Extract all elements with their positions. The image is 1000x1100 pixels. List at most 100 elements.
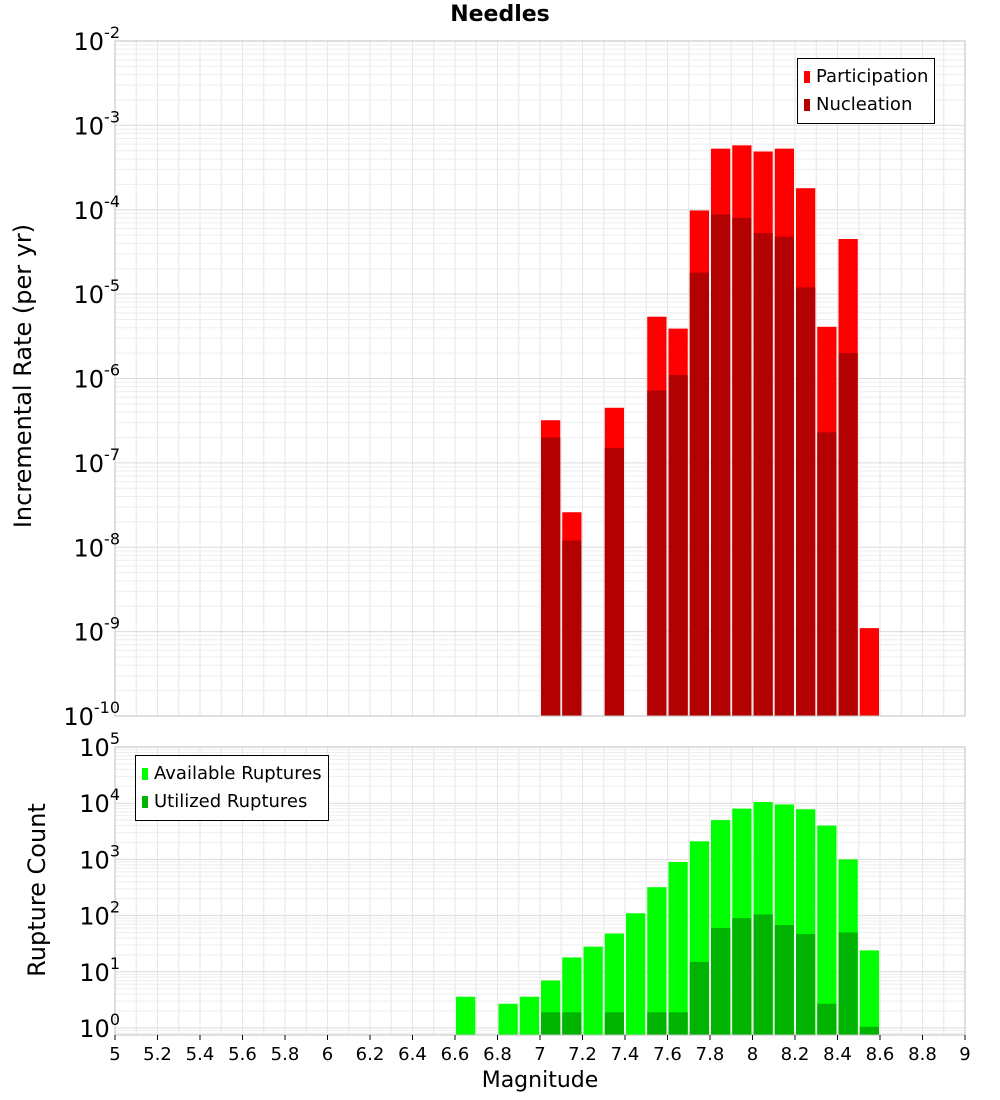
top-bar-nucleation bbox=[541, 437, 561, 716]
top-series-b bbox=[541, 214, 858, 717]
top-y-tick-label: 10-8 bbox=[74, 529, 121, 562]
top-y-tick-label: 10-10 bbox=[63, 698, 120, 731]
x-tick-label: 6.6 bbox=[441, 1044, 470, 1065]
bottom-bar-utilized bbox=[604, 1012, 624, 1035]
x-tick-label: 8.8 bbox=[908, 1044, 937, 1065]
bottom-y-tick-label: 105 bbox=[79, 729, 120, 762]
top-bar-nucleation bbox=[604, 448, 624, 716]
x-tick-label: 9 bbox=[959, 1044, 970, 1065]
legend-item-participation: Participation bbox=[804, 63, 928, 91]
legend-item-nucleation: Nucleation bbox=[804, 91, 928, 119]
bottom-bar-utilized bbox=[689, 961, 709, 1035]
bottom-grid bbox=[114, 747, 966, 1035]
top-y-tick-label: 10-2 bbox=[74, 23, 121, 56]
participation-swatch bbox=[804, 71, 810, 83]
top-bar-nucleation bbox=[668, 375, 688, 716]
x-tick-label: 6.2 bbox=[356, 1044, 385, 1065]
top-y-ticks: 10-2 10-3 10-4 10-5 10-6 10-7 10-8 10-9 10-10 bbox=[63, 23, 120, 731]
top-bar-nucleation bbox=[562, 540, 582, 716]
bottom-bar-utilized bbox=[859, 1026, 879, 1035]
legend-item-utilized: Utilized Ruptures bbox=[142, 788, 322, 816]
top-bar-nucleation bbox=[796, 287, 816, 716]
top-bar-nucleation bbox=[774, 236, 794, 716]
bottom-bar-available bbox=[668, 861, 688, 1035]
bottom-y-tick-label: 104 bbox=[79, 785, 120, 818]
bottom-bar-available bbox=[859, 950, 879, 1035]
top-bar-nucleation bbox=[753, 233, 773, 716]
bottom-bar-utilized bbox=[753, 914, 773, 1035]
x-tick-label: 8.4 bbox=[823, 1044, 852, 1065]
bottom-bar-utilized bbox=[838, 932, 858, 1035]
legend-item-available: Available Ruptures bbox=[142, 760, 322, 788]
top-y-tick-label: 10-3 bbox=[74, 107, 121, 140]
bottom-bar-utilized bbox=[732, 918, 752, 1035]
bottom-bar-available bbox=[647, 887, 667, 1035]
x-tick-label: 5.6 bbox=[228, 1044, 257, 1065]
top-y-tick-label: 10-4 bbox=[74, 192, 121, 225]
legend-label-participation: Participation bbox=[816, 66, 929, 87]
top-bar-nucleation bbox=[817, 432, 837, 716]
x-tick-label: 8.2 bbox=[781, 1044, 810, 1065]
x-tick-label: 7.8 bbox=[696, 1044, 725, 1065]
legend-label-available: Available Ruptures bbox=[154, 763, 322, 784]
bottom-bar-utilized bbox=[817, 1003, 837, 1035]
bottom-bar-available bbox=[583, 946, 603, 1035]
top-bar-nucleation bbox=[689, 272, 709, 716]
top-grid bbox=[114, 41, 966, 717]
x-tick-label: 6.4 bbox=[398, 1044, 427, 1065]
top-y-tick-label: 10-6 bbox=[74, 361, 121, 394]
bottom-y-tick-label: 102 bbox=[79, 898, 120, 931]
bottom-bar-utilized bbox=[541, 1012, 561, 1035]
bottom-bar-available bbox=[456, 996, 476, 1035]
x-tick-label: 5.4 bbox=[186, 1044, 215, 1065]
bottom-bar-utilized bbox=[711, 928, 731, 1035]
utilized-swatch bbox=[142, 796, 148, 808]
x-tick-label: 5.2 bbox=[143, 1044, 172, 1065]
bottom-bar-available bbox=[498, 1003, 518, 1035]
top-bar-nucleation bbox=[838, 353, 858, 716]
x-tick-label: 6.8 bbox=[483, 1044, 512, 1065]
bottom-bar-available bbox=[519, 996, 539, 1035]
bottom-bar-available bbox=[604, 933, 624, 1035]
bottom-bar-utilized bbox=[562, 1012, 582, 1035]
top-plot-border bbox=[114, 40, 966, 717]
top-bar-nucleation bbox=[732, 217, 752, 716]
bottom-bar-available bbox=[626, 913, 646, 1035]
bottom-bar-utilized bbox=[668, 1012, 688, 1035]
legend-label-utilized: Utilized Ruptures bbox=[154, 791, 308, 812]
x-tick-label: 8 bbox=[747, 1044, 758, 1065]
nucleation-swatch bbox=[804, 99, 810, 111]
bottom-y-ticks: 105 104 103 102 101 100 bbox=[79, 729, 120, 1043]
top-y-tick-label: 10-5 bbox=[74, 276, 121, 309]
bottom-bar-available bbox=[817, 825, 837, 1035]
bottom-bar-utilized bbox=[774, 924, 794, 1035]
available-swatch bbox=[142, 768, 148, 780]
x-tick-label: 7.6 bbox=[653, 1044, 682, 1065]
x-tick-label: 6 bbox=[322, 1044, 333, 1065]
x-ticks: 5 5.2 5.4 5.6 5.8 6 6.2 6.4 6.6 6.8 7 7.2 7.4 7.6 7.8 8… bbox=[109, 1035, 971, 1065]
x-axis-label: Magnitude bbox=[481, 1068, 599, 1093]
chart-title: Needles bbox=[450, 2, 550, 27]
bottom-y-tick-label: 100 bbox=[79, 1010, 120, 1043]
top-bar-nucleation bbox=[711, 214, 731, 717]
top-bar-participation bbox=[859, 628, 879, 716]
bottom-y-tick-label: 103 bbox=[79, 841, 120, 874]
bottom-series-b bbox=[541, 914, 879, 1035]
x-tick-label: 8.6 bbox=[866, 1044, 895, 1065]
bottom-y-tick-label: 101 bbox=[79, 954, 120, 987]
bottom-bar-utilized bbox=[796, 934, 816, 1035]
x-tick-label: 5.8 bbox=[271, 1044, 300, 1065]
top-y-tick-label: 10-7 bbox=[74, 445, 121, 478]
x-tick-label: 7.2 bbox=[568, 1044, 597, 1065]
top-legend: Participation Nucleation bbox=[797, 58, 936, 124]
top-y-tick-label: 10-9 bbox=[74, 614, 121, 647]
top-bar-nucleation bbox=[647, 390, 667, 716]
x-tick-label: 7 bbox=[534, 1044, 545, 1065]
legend-label-nucleation: Nucleation bbox=[816, 94, 913, 115]
bottom-legend: Available Ruptures Utilized Ruptures bbox=[135, 755, 329, 821]
x-tick-label: 7.4 bbox=[611, 1044, 640, 1065]
x-tick-label: 5 bbox=[109, 1044, 120, 1065]
bottom-bar-utilized bbox=[647, 1012, 667, 1035]
